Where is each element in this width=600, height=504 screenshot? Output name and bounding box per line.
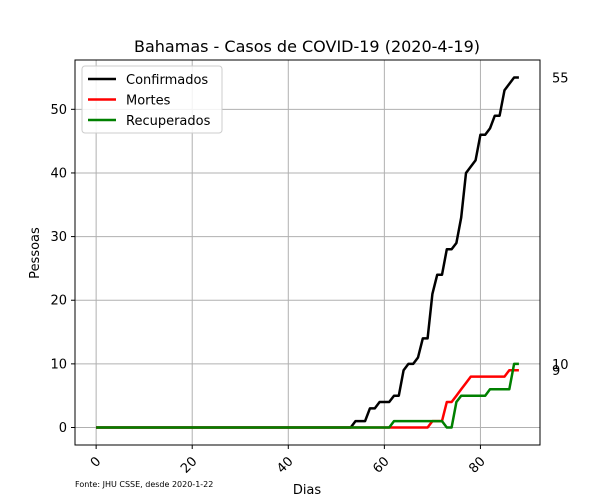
end-labels: 55 109 [552,72,569,380]
y-tick-label: 40 [50,166,67,181]
chart-title: Bahamas - Casos de COVID-19 (2020-4-19) [134,37,480,56]
legend-label-confirmados: Confirmados [126,73,208,88]
x-tick-label: 80 [466,454,488,476]
series-line-recuperados [96,362,519,429]
x-axis-label: Dias [293,483,322,498]
end-label-mortes: 9 [552,364,560,379]
plot-frame [74,59,541,446]
series-line-mortes [96,368,519,429]
series-line-confirmados [96,76,519,429]
legend: Confirmados Mortes Recuperados [81,65,223,134]
y-tick-label: 50 [50,103,67,118]
end-label-recuperados: 10 [552,358,569,373]
x-tick-label: 0 [88,454,104,470]
end-label-confirmados: 55 [552,72,569,87]
y-tick-label: 0 [59,421,67,436]
y-tick-label: 20 [50,294,67,309]
legend-items: Confirmados Mortes Recuperados [88,73,211,129]
source-footnote: Fonte: JHU CSSE, desde 2020-1-22 [75,480,213,489]
y-tick-label: 10 [50,357,67,372]
legend-label-recuperados: Recuperados [126,114,211,129]
series-lines [96,76,519,429]
y-axis-label: Pessoas [28,227,43,279]
legend-label-mortes: Mortes [126,94,171,109]
x-tick-label: 60 [370,454,392,476]
x-tick-label: 20 [178,454,200,476]
y-tick-label: 30 [50,230,67,245]
x-tick-label: 40 [274,454,296,476]
legend-box [81,65,223,134]
